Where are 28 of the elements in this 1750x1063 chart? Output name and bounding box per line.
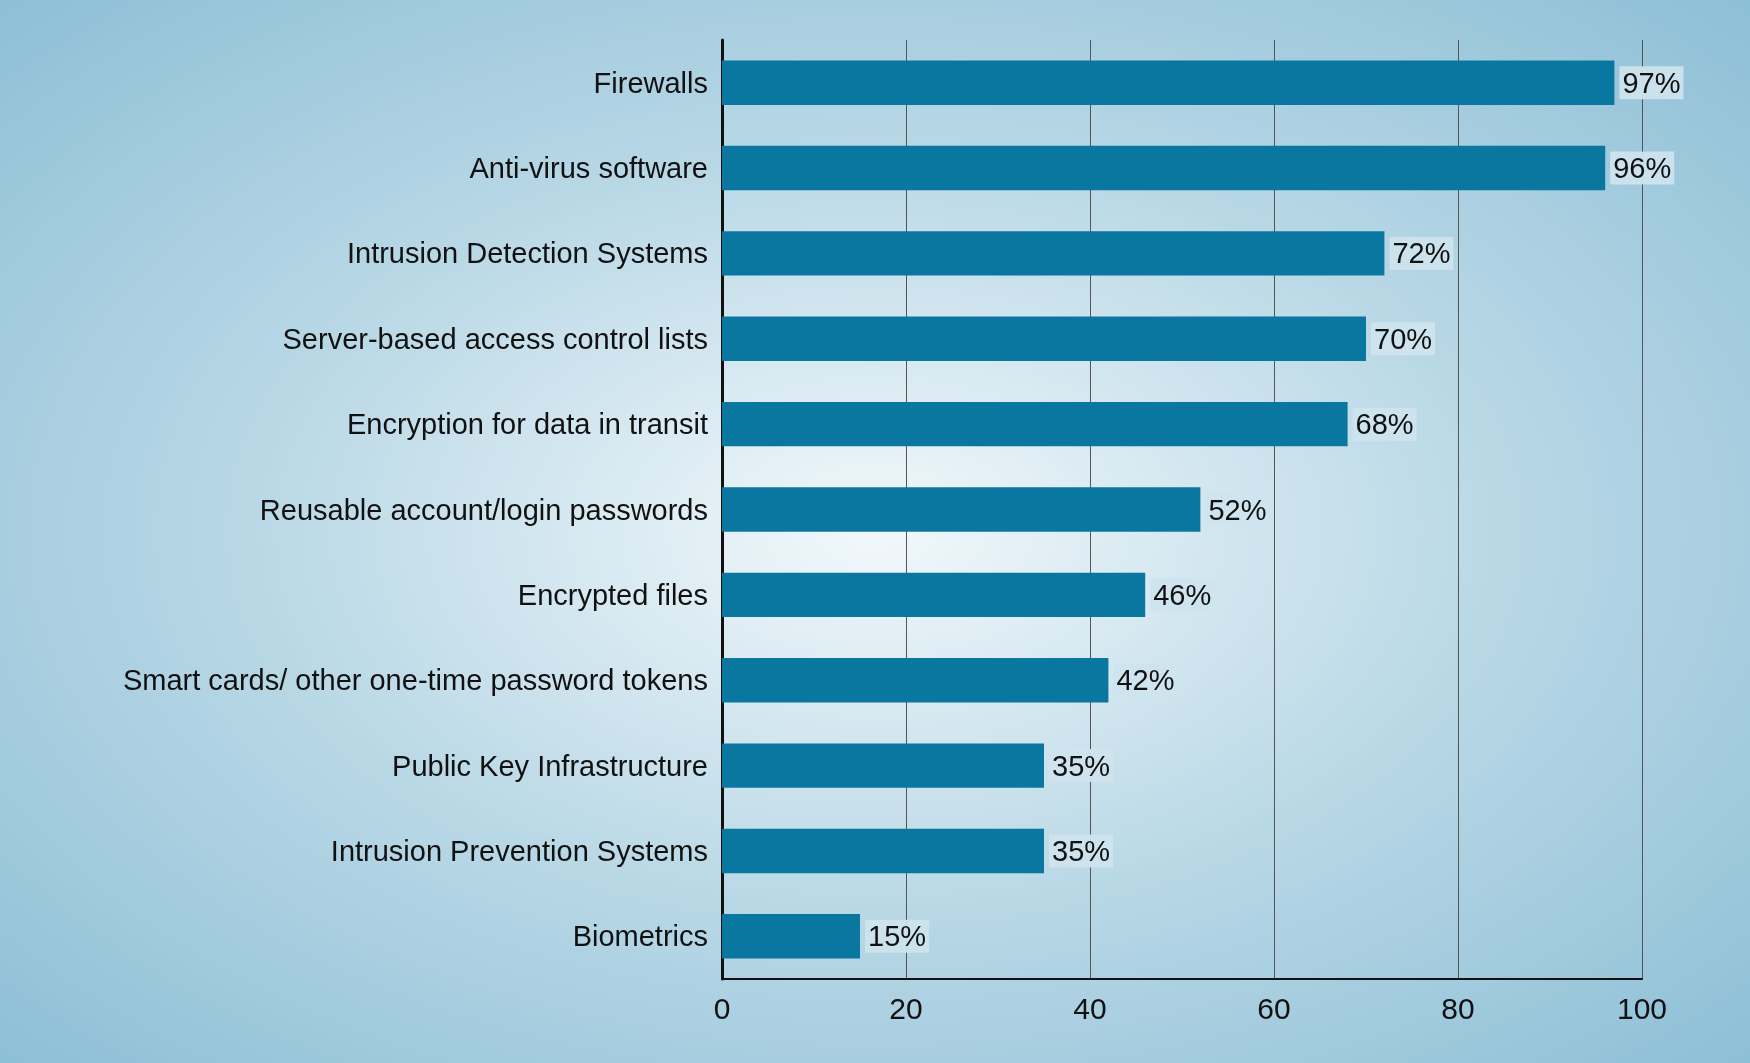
y-tick-label: Smart cards/ other one-time password tokens [122,664,708,697]
x-tick-label: 80 [1441,991,1475,1025]
data-label: 35% [1052,834,1111,867]
data-label: 97% [1622,66,1681,99]
data-label: 72% [1392,237,1451,270]
y-tick-label: Encrypted files [517,578,708,611]
x-tick-label: 20 [889,991,923,1025]
x-tick-label: 100 [1616,991,1668,1025]
y-tick-label: Public Key Infrastructure [392,749,708,782]
data-label: 15% [868,920,927,953]
data-label: 52% [1208,493,1267,526]
data-label: 70% [1374,322,1433,355]
data-label: 96% [1613,152,1672,185]
y-tick-label: Server-based access control lists [282,322,708,355]
y-tick-label: Reusable account/login passwords [259,493,708,526]
x-tick-label: 40 [1073,991,1107,1025]
data-label: 46% [1153,578,1212,611]
x-tick-label: 0 [713,991,731,1025]
y-tick-label: Firewalls [593,66,708,99]
data-label: 68% [1355,408,1414,441]
data-label: 42% [1116,664,1175,697]
y-tick-label: Encryption for data in transit [346,408,708,441]
y-tick-label: Intrusion Detection Systems [346,237,708,270]
data-label: 35% [1052,749,1111,782]
x-tick-label: 60 [1257,991,1291,1025]
y-tick-label: Intrusion Prevention Systems [330,834,708,867]
y-tick-label: Biometrics [572,920,708,953]
y-tick-label: Anti-virus software [469,152,708,185]
